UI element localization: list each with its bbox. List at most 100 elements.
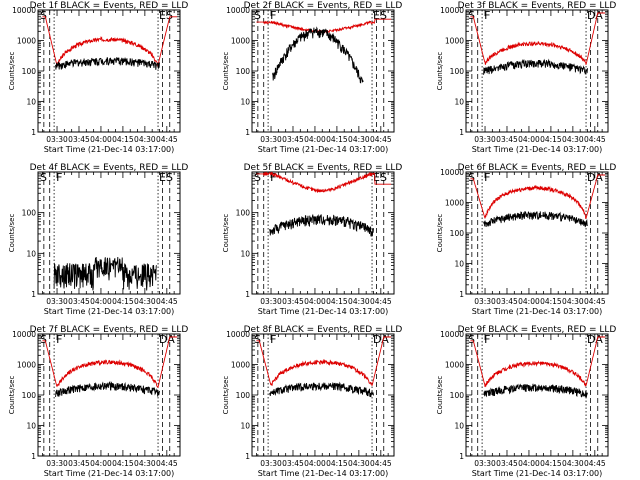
x-tick-label: 03:45: [68, 459, 90, 468]
x-tick-label: 04:15: [326, 459, 348, 468]
y-tick-label: 10: [240, 249, 250, 258]
x-tick-label: 04:00: [518, 459, 540, 468]
y-tick-label: 100: [236, 209, 251, 218]
corner-label-right: ES: [159, 9, 173, 22]
series-lld-line: [256, 172, 392, 194]
y-axis-label: Counts/sec: [8, 52, 16, 91]
y-tick-label: 10: [26, 98, 36, 107]
series-events-line: [269, 213, 374, 237]
y-axis-label: Counts/sec: [222, 214, 230, 253]
corner-label-right: DA: [587, 9, 603, 22]
y-tick-label: 10: [240, 98, 250, 107]
y-tick-label: 10: [26, 249, 36, 258]
x-axis-label: Start Time (21-Dec-14 03:17:00): [44, 307, 175, 316]
chart-panel-9: Det 9f BLACK = Events, RED = LLD 1 10 100 10…: [436, 325, 616, 478]
y-tick-label: 1: [31, 452, 36, 461]
x-tick-label: 04:45: [584, 297, 606, 306]
plot-frame: [37, 9, 181, 133]
chart-title: Det 2f BLACK = Events, RED = LLD: [244, 1, 403, 11]
y-tick-label: 100: [450, 67, 465, 76]
y-tick-label: 10: [454, 260, 464, 269]
x-tick-label: 03:45: [68, 135, 90, 144]
corner-label-left: S: [40, 333, 47, 346]
y-tick-label: 1: [245, 452, 250, 461]
y-tick-label: 1: [31, 128, 36, 137]
x-tick-label: 04:15: [540, 459, 562, 468]
x-tick-label: 03:45: [282, 135, 304, 144]
chart-panel-8: Det 8f BLACK = Events, RED = LLD 1 10 100 10…: [222, 325, 402, 478]
x-tick-label: 04:30: [562, 297, 584, 306]
x-tick-label: 04:30: [562, 459, 584, 468]
y-tick-label: 10000: [226, 330, 250, 339]
plot-frame: [37, 171, 181, 295]
chart-panel-7: Det 7f BLACK = Events, RED = LLD 1 10 100 10…: [8, 325, 188, 478]
chart-panel-2: Det 2f BLACK = Events, RED = LLD 1 10 100 10…: [222, 1, 402, 154]
x-tick-label: 04:15: [112, 135, 134, 144]
y-tick-label: 10000: [440, 168, 464, 177]
x-tick-label: 04:00: [304, 135, 326, 144]
y-axis-label: Counts/sec: [436, 376, 444, 415]
y-tick-label: 1: [459, 128, 464, 137]
y-tick-label: 1000: [445, 199, 464, 208]
series-events-line: [272, 26, 364, 84]
x-axis-label: Start Time (21-Dec-14 03:17:00): [472, 307, 603, 316]
x-tick-label: 04:45: [584, 459, 606, 468]
x-tick-label: 04:15: [540, 297, 562, 306]
series-lld-line: [470, 336, 606, 388]
x-tick-label: 04:15: [326, 297, 348, 306]
chart-panel-4: Det 4f BLACK = Events, RED = LLD 1 10 100 Co…: [8, 163, 188, 316]
x-axis-label: Start Time (21-Dec-14 03:17:00): [44, 145, 175, 154]
y-tick-label: 10000: [226, 6, 250, 15]
y-tick-label: 10000: [440, 330, 464, 339]
corner-label-right: ES: [159, 171, 173, 184]
y-tick-label: 10000: [440, 6, 464, 15]
x-axis-label: Start Time (21-Dec-14 03:17:00): [472, 145, 603, 154]
chart-title: Det 9f BLACK = Events, RED = LLD: [458, 325, 617, 335]
y-tick-label: 1000: [17, 361, 36, 370]
y-tick-label: 100: [22, 391, 37, 400]
x-tick-label: 04:30: [348, 297, 370, 306]
x-tick-label: 04:15: [326, 135, 348, 144]
y-axis-label: Counts/sec: [436, 214, 444, 253]
plot-frame: [251, 9, 395, 133]
x-tick-label: 03:30: [474, 459, 496, 468]
corner-label-left: S: [468, 333, 475, 346]
x-tick-label: 04:45: [156, 297, 178, 306]
x-tick-label: 04:45: [156, 135, 178, 144]
x-tick-label: 04:30: [348, 459, 370, 468]
corner-label-mid: F: [270, 333, 276, 346]
y-tick-label: 1000: [231, 37, 250, 46]
y-tick-label: 10000: [12, 330, 36, 339]
y-tick-label: 1: [245, 128, 250, 137]
corner-label-right: DA: [587, 333, 603, 346]
chart-title: Det 1f BLACK = Events, RED = LLD: [30, 1, 189, 11]
y-tick-label: 10: [454, 422, 464, 431]
x-tick-label: 04:45: [370, 297, 392, 306]
x-axis-label: Start Time (21-Dec-14 03:17:00): [472, 469, 603, 478]
corner-label-left: S: [254, 333, 261, 346]
x-axis-label: Start Time (21-Dec-14 03:17:00): [44, 469, 175, 478]
y-tick-label: 10: [454, 98, 464, 107]
series-lld-line: [42, 336, 178, 389]
y-axis-label: Counts/sec: [222, 376, 230, 415]
y-tick-label: 1000: [445, 361, 464, 370]
y-tick-label: 100: [22, 209, 37, 218]
x-tick-label: 04:45: [584, 135, 606, 144]
y-axis-label: Counts/sec: [8, 214, 16, 253]
chart-title: Det 8f BLACK = Events, RED = LLD: [244, 325, 403, 335]
corner-label-mid: F: [56, 171, 62, 184]
corner-label-mid: F: [484, 171, 490, 184]
x-tick-label: 03:45: [496, 297, 518, 306]
x-tick-label: 04:15: [112, 459, 134, 468]
x-tick-label: 03:30: [474, 135, 496, 144]
corner-label-right: DA: [587, 171, 603, 184]
y-tick-label: 1000: [445, 37, 464, 46]
plot-frame: [251, 333, 395, 457]
corner-label-left: S: [40, 171, 47, 184]
y-tick-label: 100: [236, 391, 251, 400]
y-tick-label: 100: [236, 67, 251, 76]
chart-title: Det 4f BLACK = Events, RED = LLD: [30, 163, 189, 173]
corner-label-left: S: [468, 171, 475, 184]
series-lld-line: [256, 336, 392, 386]
x-tick-label: 03:45: [68, 297, 90, 306]
